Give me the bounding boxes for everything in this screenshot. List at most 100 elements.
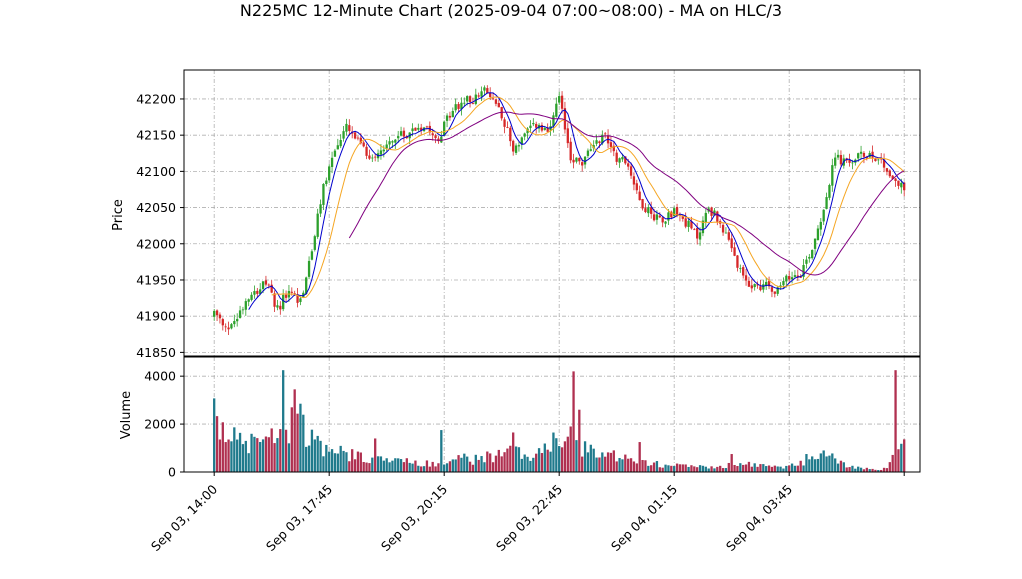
candle-body [339, 140, 342, 147]
volume-bar [402, 462, 406, 472]
volume-bar [790, 463, 794, 472]
volume-bar [264, 436, 268, 472]
candle-body [296, 294, 299, 303]
candle-body [379, 150, 383, 155]
volume-bar [575, 440, 578, 472]
candle-body [333, 150, 337, 157]
volume-bar [445, 463, 449, 472]
candle-body [463, 102, 466, 104]
candle-body [546, 128, 549, 132]
volume-bar [448, 461, 452, 472]
candle-body [514, 145, 518, 153]
volume-bar [535, 453, 538, 472]
candle-body [466, 96, 469, 102]
volume-bar [836, 463, 840, 472]
volume-bar [310, 429, 314, 472]
candle-body [247, 299, 250, 302]
volume-bar [328, 451, 331, 472]
candle-body [273, 293, 276, 307]
candle-body [609, 142, 613, 147]
volume-bar [652, 462, 656, 472]
volume-bar [871, 468, 874, 472]
price-tick-label: 42100 [136, 164, 176, 179]
candle-body [874, 158, 877, 162]
candle-body [900, 182, 903, 188]
volume-bar [767, 465, 771, 472]
candle-body [566, 128, 569, 144]
volume-bar [342, 450, 345, 472]
volume-bar [793, 465, 797, 472]
volume-bar [882, 467, 886, 472]
volume-bar [388, 462, 391, 472]
candle-body [871, 151, 874, 158]
volume-bar [526, 456, 529, 472]
volume-bar [339, 445, 342, 472]
volume-bar [241, 444, 245, 472]
candle-body [540, 125, 544, 131]
volume-bar [854, 468, 857, 472]
volume-bar [632, 461, 636, 472]
candle-body [276, 305, 279, 308]
volume-bar [224, 442, 227, 472]
candle-body [391, 141, 394, 143]
candle-body [650, 207, 653, 214]
volume-bar [489, 453, 492, 472]
candle-body [615, 152, 618, 162]
volume-bar [460, 457, 463, 472]
volume-bar [543, 443, 546, 472]
candle-body [802, 265, 805, 277]
volume-bar [842, 462, 845, 472]
volume-bar [834, 458, 837, 472]
volume-bar [333, 453, 337, 472]
candle-body [213, 310, 216, 317]
candle-body [267, 284, 270, 286]
volume-bar [776, 466, 779, 472]
candle-body [834, 157, 837, 166]
candle-body [897, 180, 900, 186]
volume-bar [744, 464, 748, 472]
volume-bar [782, 468, 785, 472]
volume-bar [385, 458, 388, 472]
candle-body [218, 314, 222, 319]
volume-bars [213, 370, 906, 472]
volume-bar [813, 459, 817, 472]
gridlines [184, 70, 920, 473]
volume-bar [376, 456, 380, 472]
volume-bar [259, 441, 262, 472]
candle-body [552, 115, 555, 127]
volume-bar [422, 466, 426, 472]
candle-body [701, 220, 705, 234]
candle-body [434, 135, 437, 139]
volume-bar [828, 455, 831, 472]
candle-body [431, 133, 434, 136]
candle-body [598, 141, 601, 143]
volume-bar [606, 452, 610, 472]
volume-bar [296, 413, 299, 472]
volume-bar [569, 426, 572, 472]
candle-body [839, 155, 843, 165]
volume-bar [641, 460, 644, 472]
volume-bar [218, 439, 222, 472]
candle-body [236, 318, 239, 322]
candle-body [290, 291, 293, 293]
volume-bar [704, 466, 707, 472]
volume-bar [865, 467, 868, 472]
volume-bar [532, 457, 535, 472]
candle-body [420, 127, 423, 131]
volume-bar [434, 466, 437, 472]
volume-bar [581, 456, 584, 472]
volume-bar [374, 438, 377, 472]
candle-body [770, 287, 774, 292]
candle-body [302, 292, 305, 298]
candle-body [319, 204, 322, 214]
candle-body [891, 175, 894, 179]
volume-bar [549, 451, 552, 472]
volume-bar [420, 466, 423, 472]
candle-body [765, 281, 768, 286]
candle-body [652, 214, 656, 221]
volume-bar [578, 409, 581, 472]
candle-body [368, 155, 371, 159]
candle-body [756, 284, 759, 286]
candle-body [310, 251, 314, 260]
